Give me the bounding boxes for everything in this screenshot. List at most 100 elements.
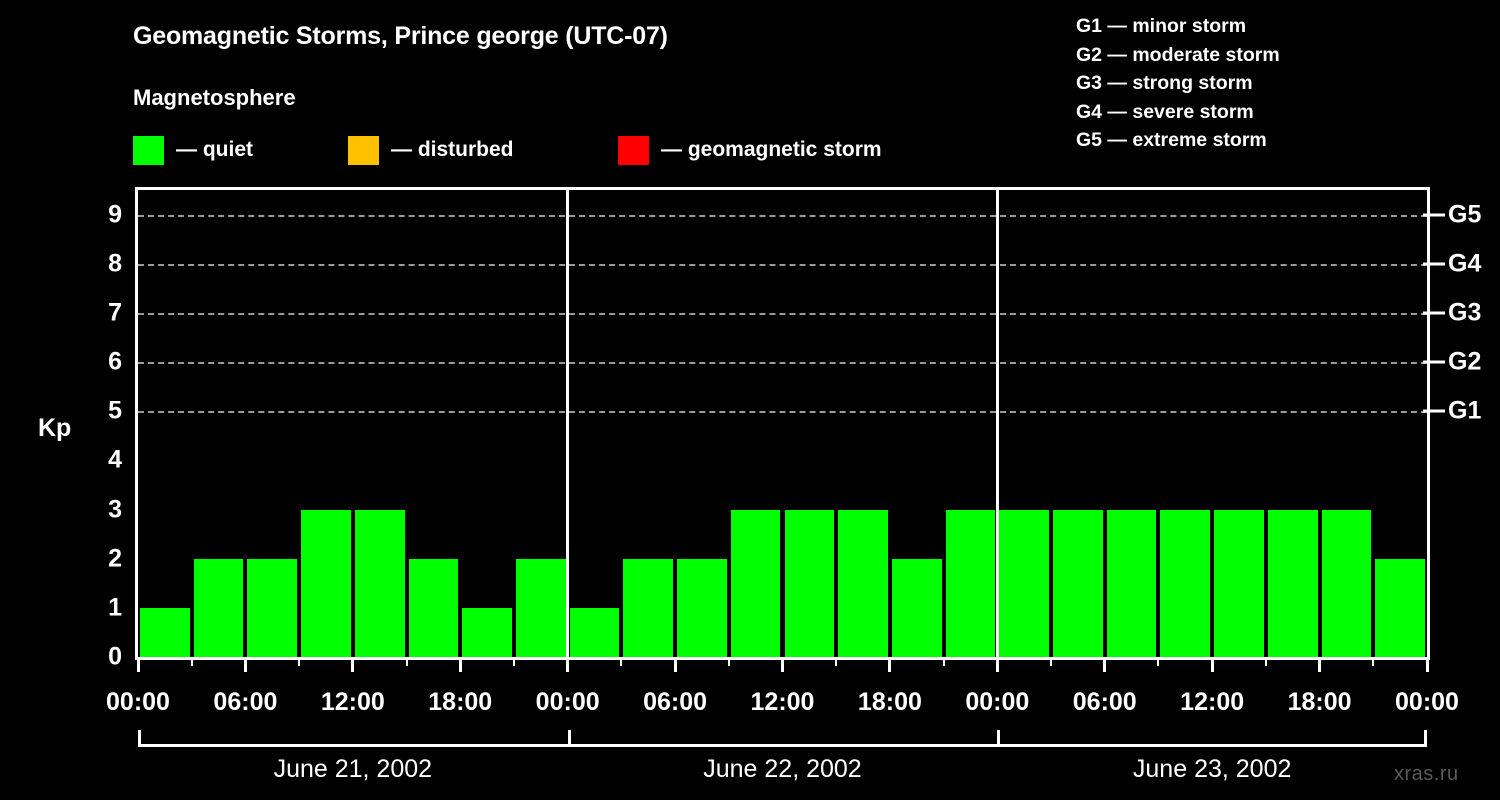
x-axis-tick-minor [1050, 660, 1053, 666]
y-axis-tick-label: 8 [108, 249, 122, 278]
y-axis-tick-label: 2 [108, 544, 122, 573]
magnetosphere-label: Magnetosphere [133, 85, 296, 110]
right-axis-tick [1423, 213, 1445, 217]
plot-inner [138, 190, 1427, 657]
g-scale-legend: G1 — minor storm G2 — moderate storm G3 … [1076, 12, 1280, 155]
x-axis-tick-label: 06:00 [643, 688, 708, 716]
bar [569, 607, 620, 657]
x-axis-tick-label: 00:00 [106, 688, 170, 716]
day-bracket-bar [567, 744, 998, 747]
x-axis-tick-label: 12:00 [320, 688, 385, 716]
day-bracket-tick [138, 730, 141, 747]
y-axis-tick-label: 3 [108, 495, 122, 524]
bar [784, 509, 835, 657]
bar [301, 509, 351, 657]
x-axis-tick-minor [405, 660, 408, 666]
y-axis-tick-label: 5 [108, 396, 122, 425]
bar [1321, 509, 1372, 657]
x-axis-tick-minor [1157, 660, 1160, 666]
red-square-icon [618, 135, 649, 165]
x-axis-tick-major [1318, 660, 1322, 672]
bar [462, 607, 512, 657]
x-axis-tick-major [781, 660, 784, 672]
x-axis-tick-major [1210, 660, 1214, 672]
day-label: June 21, 2002 [273, 755, 433, 783]
x-axis-tick-minor [942, 660, 945, 666]
x-axis-tick-minor [1372, 660, 1375, 666]
x-axis-tick-minor [835, 660, 838, 666]
g-scale-row-g5: G5 — extreme storm [1076, 129, 1267, 151]
x-axis-tick-label: 00:00 [535, 688, 600, 716]
g-scale-row-g4: G4 — severe storm [1076, 100, 1254, 123]
bar [193, 558, 244, 657]
g-scale-row-g3: G3 — strong storm [1076, 72, 1253, 94]
watermark: xras.ru [1394, 763, 1459, 785]
bar [623, 558, 674, 657]
y-axis-tick-label: 0 [108, 642, 122, 671]
right-axis-tick-label: G4 [1448, 249, 1482, 278]
x-axis-tick-major [1425, 660, 1429, 672]
right-axis-labels: G1 G2 G3 G4 G5 [1448, 187, 1498, 660]
y-axis-tick-label: 7 [108, 298, 122, 327]
day-separator [995, 190, 999, 657]
x-axis-tick-major [243, 660, 247, 672]
x-axis-tick-label: 18:00 [857, 688, 922, 716]
x-axis-tick-major [351, 660, 355, 672]
bar [515, 558, 566, 657]
bar [140, 607, 190, 657]
bar [999, 509, 1050, 657]
x-axis-tick-minor [512, 660, 515, 666]
legend-item-quiet: — quiet [133, 133, 253, 167]
x-axis-tick-major [566, 660, 570, 672]
g-scale-row-g1: G1 — minor storm [1076, 15, 1247, 37]
right-axis-tick-label: G5 [1448, 200, 1482, 229]
y-axis-tick-label: 4 [108, 445, 122, 474]
day-separator [566, 190, 570, 657]
y-axis-tick-label: 9 [108, 200, 122, 229]
legend-item-geomagnetic-storm: — geomagnetic storm [618, 133, 882, 167]
bar [838, 509, 888, 657]
bar [945, 509, 996, 657]
gridline-kp-9 [138, 214, 1427, 217]
x-axis-tick-label: 12:00 [1180, 688, 1245, 716]
x-axis-tick-label: 00:00 [965, 688, 1030, 716]
x-axis-tick-minor [190, 660, 193, 666]
page-title: Geomagnetic Storms, Prince george (UTC-0… [133, 22, 668, 50]
day-bracket-bar [997, 744, 1427, 747]
x-axis-tick-label: 18:00 [428, 688, 493, 716]
bar [1375, 558, 1425, 657]
bar [1106, 509, 1157, 657]
x-axis-tick-major [888, 660, 892, 672]
day-label: June 22, 2002 [703, 755, 862, 783]
right-axis-tick [1423, 360, 1445, 364]
gridline-kp-8 [138, 263, 1427, 266]
bar [730, 509, 781, 657]
g-scale-row-g2: G2 — moderate storm [1076, 43, 1280, 66]
x-axis-tick-major [458, 660, 462, 672]
bar [1053, 509, 1103, 657]
x-axis-tick-label: 18:00 [1287, 688, 1352, 716]
day-bracket-bar [138, 744, 568, 747]
day-bracket-tick [997, 730, 1001, 747]
x-axis-tick-minor [1264, 660, 1267, 666]
right-axis-tick [1423, 262, 1445, 266]
x-axis-tick-major [136, 660, 140, 672]
y-axis-tick-label: 1 [108, 593, 122, 622]
right-axis-tick-label: G3 [1448, 298, 1482, 327]
gridline-kp-7 [138, 312, 1427, 315]
legend-item-label: — quiet [176, 138, 253, 161]
day-bracket-tick [1424, 730, 1427, 747]
bar [354, 509, 405, 657]
green-square-icon [133, 135, 164, 165]
x-axis-tick-minor [298, 660, 301, 666]
legend-item-label: — geomagnetic storm [661, 138, 882, 161]
right-axis-tick-label: G1 [1448, 396, 1482, 425]
y-axis-tick-label: 6 [108, 347, 122, 376]
x-axis-tick-minor [727, 660, 730, 666]
right-axis-tick-label: G2 [1448, 347, 1482, 376]
x-axis-tick-label: 06:00 [1072, 688, 1137, 716]
bar [408, 558, 459, 657]
right-axis-tick [1423, 311, 1445, 315]
x-axis-tick-label: 12:00 [750, 688, 815, 716]
